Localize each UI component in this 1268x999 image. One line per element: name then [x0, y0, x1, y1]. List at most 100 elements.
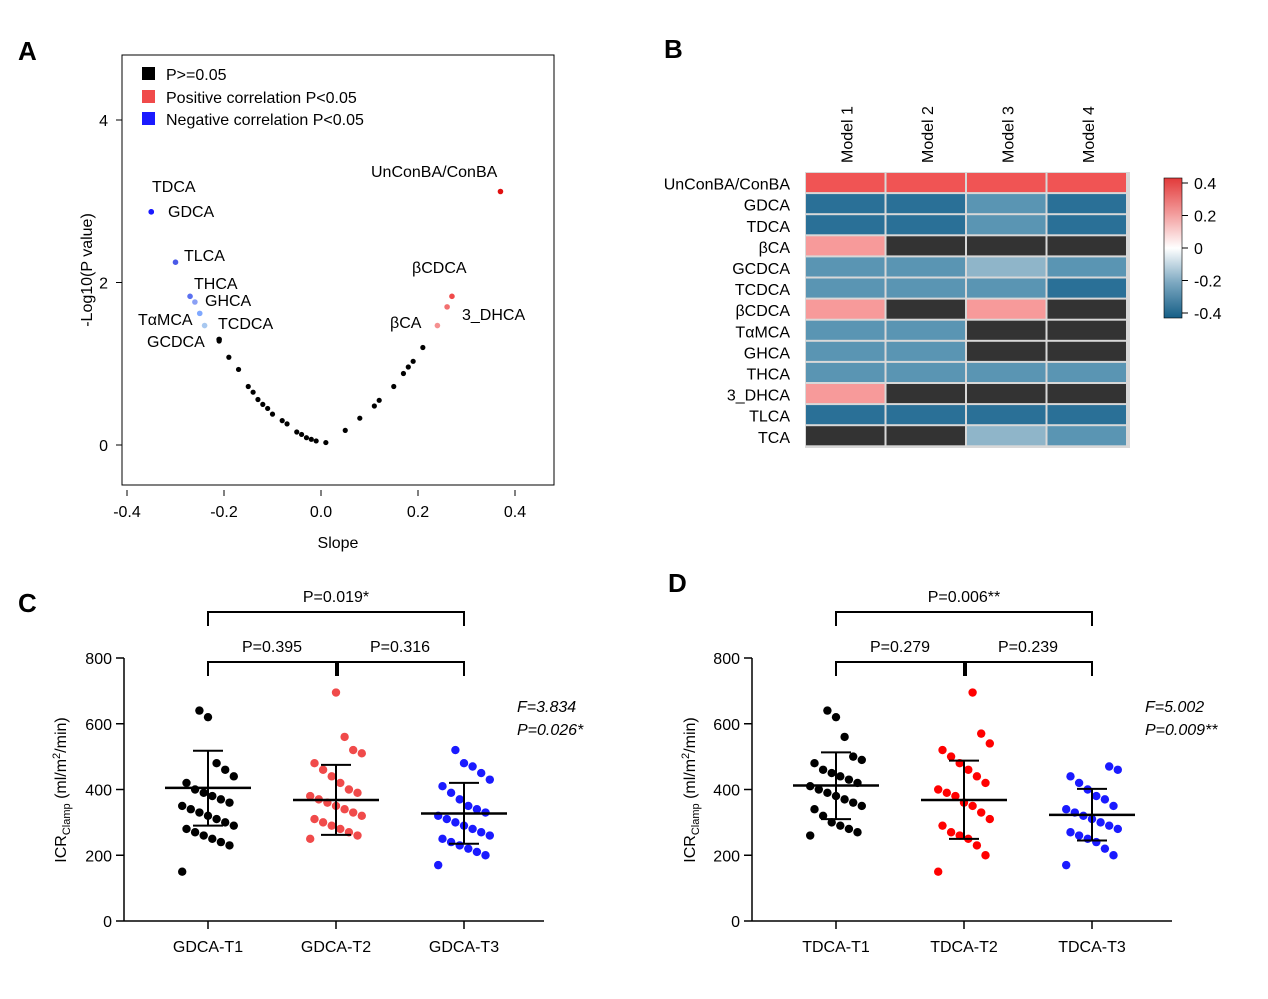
heatmap-cell	[1047, 384, 1126, 404]
volcano-point-nonsig	[405, 364, 411, 370]
dot-plot-tdca-data-point	[942, 788, 951, 797]
heatmap-cell	[886, 173, 965, 193]
volcano-x-tick-label: 0.4	[504, 504, 526, 521]
volcano-point-nonsig	[226, 354, 232, 360]
dot-plot-gdca-data-point	[229, 821, 238, 830]
dot-plot-tdca-comparison-label: P=0.006**	[928, 589, 1001, 606]
dot-plot-gdca-data-point	[221, 765, 230, 774]
dot-plot-tdca-data-point	[1100, 795, 1110, 804]
dot-plot-gdca-data-point	[442, 814, 451, 824]
colorbar-tick-label: 0.2	[1194, 209, 1216, 226]
volcano-point-nonsig	[294, 429, 300, 435]
dot-plot-gdca-data-point	[438, 834, 447, 844]
heatmap-row-label: βCA	[759, 240, 791, 257]
dot-plot-gdca: ICRClamp (ml/m2/min) 0 200 400 600 800 GDCA-T…	[51, 589, 584, 956]
dot-plot-gdca-data-point	[340, 732, 349, 742]
heatmap-cell	[1047, 173, 1126, 193]
dot-plot-tdca-data-point	[857, 801, 866, 811]
ylabel-rest: (ml/m	[53, 759, 70, 803]
volcano-x-tick-label: -0.2	[210, 504, 238, 521]
dot-plot-tdca-x-tick-label: TDCA-T3	[1058, 939, 1126, 956]
panel-label-d: D	[668, 568, 687, 598]
dot-plot-gdca-data-point	[203, 712, 213, 722]
heatmap-cell	[967, 278, 1046, 298]
dot-plot-tdca-data-point	[934, 867, 943, 876]
dot-plot-tdca-data-point	[1062, 805, 1071, 814]
dot-plot-gdca-comparison-label: P=0.019*	[303, 589, 369, 606]
heatmap-column-label: Model 2	[920, 106, 937, 163]
heatmap-cell	[967, 236, 1046, 256]
dot-plot-tdca-data-point	[818, 765, 828, 774]
dot-plot-gdca-data-point	[353, 788, 362, 797]
heatmap-cell	[967, 426, 1046, 446]
heatmap-cell	[967, 362, 1046, 382]
dot-plot-gdca-data-point	[451, 745, 460, 755]
dot-plot-tdca-data-point	[1074, 778, 1084, 788]
dot-plot-gdca-data-point	[199, 831, 208, 840]
dot-plot-tdca-data-point	[1105, 821, 1114, 830]
dot-plot-gdca-comparison-label: P=0.316	[370, 639, 430, 656]
dot-plot-gdca-y-tick-label: 200	[85, 848, 112, 865]
dot-plot-gdca-data-point	[438, 782, 447, 791]
heatmap-cell	[886, 362, 965, 382]
heatmap-row-label: TαMCA	[735, 324, 790, 341]
dot-plot-tdca-y-axis-title: ICRClamp (ml/m2/min)	[680, 717, 702, 862]
heatmap-cell	[967, 215, 1046, 235]
dot-plot-tdca-comparison-bracket	[835, 661, 965, 676]
volcano-point-nonsig	[391, 383, 397, 390]
heatmap-cell	[1047, 236, 1126, 256]
volcano-point-nonsig	[269, 411, 276, 417]
volcano-point-negative	[192, 299, 198, 305]
ylabel-main: ICR	[53, 835, 70, 863]
volcano-y-tick-label: 4	[99, 113, 108, 130]
volcano-point-nonsig	[410, 358, 416, 364]
dot-plot-gdca-data-point	[310, 814, 319, 824]
point-label-bca: βCA	[390, 315, 422, 332]
dot-plot-gdca-data-point	[229, 772, 238, 781]
heatmap-row-label: GHCA	[744, 345, 791, 362]
volcano-point-negative	[201, 322, 208, 329]
point-label-tamca: TαMCA	[138, 312, 193, 329]
dot-plot-gdca-data-point	[199, 788, 208, 797]
heatmap-cell	[806, 384, 885, 404]
dot-plot-gdca-x-tick-label: GDCA-T3	[429, 939, 499, 956]
heatmap-column-label: Model 3	[1000, 106, 1017, 163]
dot-plot-tdca-data-point	[1109, 801, 1118, 811]
dot-plot-tdca-data-point	[827, 768, 836, 778]
volcano-point-nonsig	[400, 370, 407, 377]
volcano-point-nonsig	[279, 418, 285, 424]
dot-plot-tdca-data-point	[938, 821, 947, 830]
dot-plot-tdca-data-point	[840, 795, 849, 804]
dot-plot-gdca-f-stat: F=3.834	[517, 699, 576, 716]
dot-plot-gdca-data-point	[349, 745, 358, 755]
heatmap-row-label: TCDCA	[735, 282, 790, 299]
dot-plot-tdca-comparison-bracket	[965, 661, 1093, 676]
dot-plot-gdca-data-point	[331, 688, 341, 697]
dot-plot-tdca-f-stat: F=5.002	[1145, 699, 1204, 716]
dot-plot-gdca-data-point	[306, 791, 315, 801]
point-label-gdca: GDCA	[168, 204, 215, 221]
dot-plot-gdca-data-point	[468, 824, 477, 834]
dot-plot-tdca-data-point	[972, 772, 982, 781]
point-label-tdca: TDCA	[152, 179, 196, 196]
ylabel-sub: Clamp	[61, 803, 73, 835]
dot-plot-tdca-data-point	[1096, 818, 1105, 827]
dot-plot-tdca-comparison-label: P=0.279	[870, 639, 930, 656]
dot-plot-tdca-x-tick-label: TDCA-T1	[802, 939, 870, 956]
heatmap-row-label: TCA	[758, 430, 790, 447]
volcano-x-axis-title: Slope	[318, 535, 359, 552]
volcano-point-nonsig	[308, 436, 314, 442]
ylabel-sub: Clamp	[690, 803, 702, 835]
dot-plot-tdca-data-point	[1083, 834, 1092, 844]
dot-plot-tdca-data-point	[827, 818, 836, 827]
dot-plot-gdca-data-point	[481, 851, 490, 860]
dot-plot-gdca-data-point	[472, 847, 482, 857]
dot-plot-gdca-data-point	[208, 791, 217, 801]
heatmap-cell	[806, 341, 885, 361]
dot-plot-tdca-data-point	[972, 841, 982, 850]
colorbar-tick-label: 0	[1194, 241, 1203, 258]
heatmap-cell	[806, 320, 885, 340]
dot-plot-tdca-data-point	[1066, 828, 1075, 837]
heatmap: Model 1 Model 2 Model 3 Model 4 UnConBA/Con…	[664, 106, 1222, 448]
dot-plot-gdca-y-tick-label: 0	[103, 914, 112, 931]
